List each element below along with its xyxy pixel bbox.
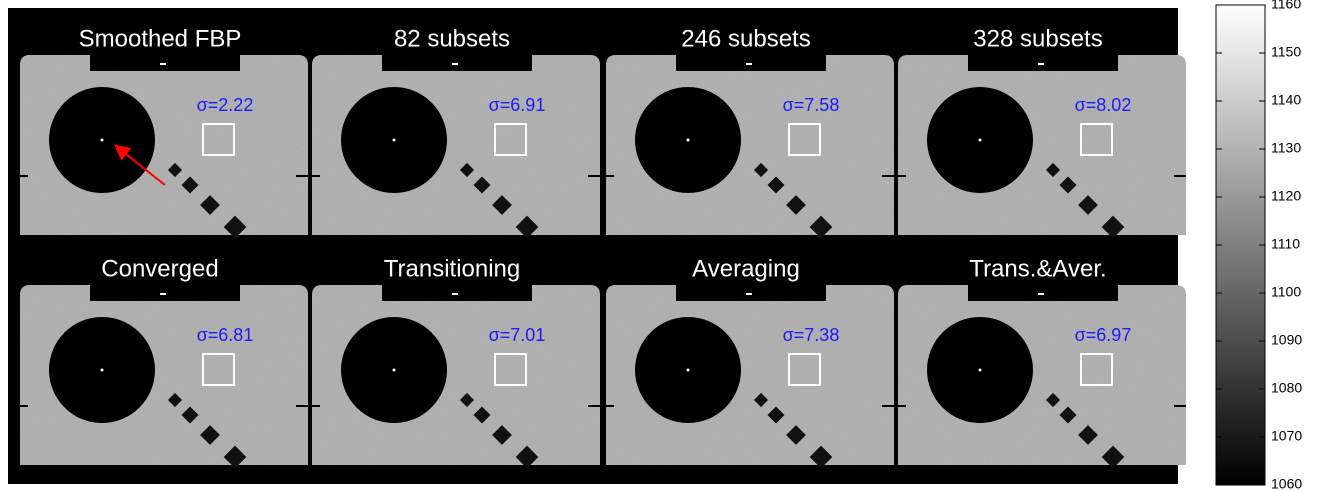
notch <box>90 283 240 301</box>
panel: Averaging σ=7.38 <box>606 255 894 468</box>
figure: Smoothed FBP σ=2.22 82 subsets σ=6.91 246 su… <box>0 0 1341 491</box>
wire <box>687 369 690 372</box>
side-tick <box>898 175 906 177</box>
colorbar-label: 1080 <box>1271 380 1302 396</box>
wire <box>393 369 396 372</box>
colorbar-label: 1070 <box>1271 428 1302 444</box>
wire <box>979 369 982 372</box>
panel: Transitioning σ=7.01 <box>312 255 600 468</box>
colorbar <box>1216 5 1265 485</box>
wire <box>101 139 104 142</box>
colorbar-label: 1120 <box>1271 188 1301 204</box>
panel-title: 328 subsets <box>973 25 1102 52</box>
side-tick <box>588 405 600 407</box>
notch-marker <box>160 293 166 295</box>
wire <box>687 139 690 142</box>
sigma-label: σ=6.81 <box>197 325 254 345</box>
panel-title: Transitioning <box>384 255 521 282</box>
notch <box>382 283 532 301</box>
panel-title: Converged <box>101 255 218 282</box>
notch-marker <box>1038 63 1044 65</box>
side-tick <box>312 175 320 177</box>
wire <box>393 139 396 142</box>
notch <box>676 53 826 71</box>
colorbar-label: 1150 <box>1271 44 1301 60</box>
panel: Smoothed FBP σ=2.22 <box>20 25 308 238</box>
side-tick <box>20 175 28 177</box>
notch-marker <box>1038 293 1044 295</box>
panel: 246 subsets σ=7.58 <box>606 25 894 238</box>
notch <box>968 283 1118 301</box>
side-tick <box>1174 405 1186 407</box>
panel: Converged σ=6.81 <box>20 255 308 468</box>
notch-marker <box>160 63 166 65</box>
notch-marker <box>746 293 752 295</box>
panel: 328 subsets σ=8.02 <box>898 25 1186 238</box>
colorbar-label: 1090 <box>1271 332 1302 348</box>
side-tick <box>296 405 308 407</box>
panel-title: Trans.&Aver. <box>969 255 1106 282</box>
sigma-label: σ=2.22 <box>197 95 254 115</box>
wire <box>979 139 982 142</box>
panel: Trans.&Aver. σ=6.97 <box>898 255 1186 468</box>
side-tick <box>606 175 614 177</box>
panel-title: 246 subsets <box>681 25 810 52</box>
panel-title: Smoothed FBP <box>79 25 242 52</box>
sigma-label: σ=6.97 <box>1075 325 1132 345</box>
notch <box>676 283 826 301</box>
side-tick <box>588 175 600 177</box>
notch-marker <box>452 293 458 295</box>
colorbar-label: 1060 <box>1271 476 1302 491</box>
side-tick <box>882 175 894 177</box>
notch-marker <box>746 63 752 65</box>
notch <box>968 53 1118 71</box>
panel-title: Averaging <box>692 255 800 282</box>
sigma-label: σ=7.38 <box>783 325 840 345</box>
side-tick <box>296 175 308 177</box>
colorbar-label: 1160 <box>1271 0 1301 12</box>
sigma-label: σ=7.01 <box>489 325 546 345</box>
side-tick <box>1174 175 1186 177</box>
side-tick <box>312 405 320 407</box>
sigma-label: σ=6.91 <box>489 95 546 115</box>
panel-title: 82 subsets <box>394 25 510 52</box>
side-tick <box>606 405 614 407</box>
colorbar-label: 1130 <box>1271 140 1301 156</box>
colorbar-label: 1100 <box>1271 284 1301 300</box>
wire <box>101 369 104 372</box>
sigma-label: σ=7.58 <box>783 95 840 115</box>
sigma-label: σ=8.02 <box>1075 95 1132 115</box>
side-tick <box>882 405 894 407</box>
notch <box>90 53 240 71</box>
colorbar-label: 1110 <box>1271 236 1300 252</box>
side-tick <box>898 405 906 407</box>
colorbar-label: 1140 <box>1271 92 1301 108</box>
side-tick <box>20 405 28 407</box>
notch-marker <box>452 63 458 65</box>
panel: 82 subsets σ=6.91 <box>312 25 600 238</box>
notch <box>382 53 532 71</box>
